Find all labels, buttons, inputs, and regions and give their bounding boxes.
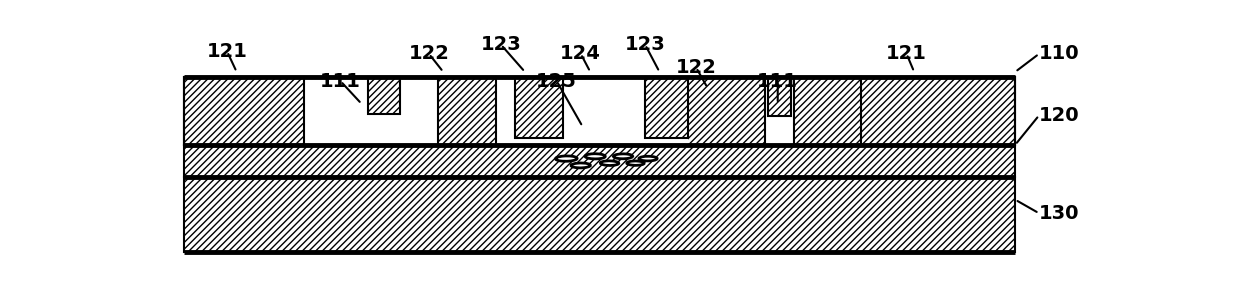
Bar: [496, 77, 670, 145]
Text: 124: 124: [560, 44, 601, 63]
Bar: [516, 77, 563, 138]
Ellipse shape: [600, 161, 619, 165]
Text: 121: 121: [887, 44, 928, 63]
Bar: [304, 77, 439, 145]
Text: 123: 123: [625, 35, 666, 54]
Text: 123: 123: [481, 35, 521, 54]
Ellipse shape: [639, 156, 657, 161]
Bar: [184, 145, 1016, 177]
Bar: [516, 77, 563, 145]
Text: 130: 130: [1039, 204, 1080, 223]
Text: 121: 121: [207, 42, 248, 61]
Ellipse shape: [614, 154, 632, 159]
Bar: [368, 77, 401, 145]
Ellipse shape: [556, 156, 577, 161]
Bar: [368, 77, 401, 114]
Text: 122: 122: [676, 58, 717, 77]
Text: 125: 125: [536, 72, 577, 91]
Text: 122: 122: [408, 44, 449, 63]
Text: 111: 111: [758, 72, 799, 91]
Bar: [184, 77, 1016, 145]
Bar: [184, 177, 1016, 252]
Bar: [768, 77, 791, 145]
Text: 111: 111: [320, 72, 361, 91]
Ellipse shape: [572, 163, 590, 168]
Ellipse shape: [626, 161, 645, 165]
Bar: [765, 77, 794, 145]
Text: 110: 110: [1039, 44, 1080, 63]
Ellipse shape: [585, 154, 605, 159]
Bar: [645, 77, 688, 138]
Bar: [768, 77, 791, 116]
Bar: [645, 77, 688, 145]
Text: 120: 120: [1039, 106, 1080, 125]
Bar: [184, 77, 1016, 145]
